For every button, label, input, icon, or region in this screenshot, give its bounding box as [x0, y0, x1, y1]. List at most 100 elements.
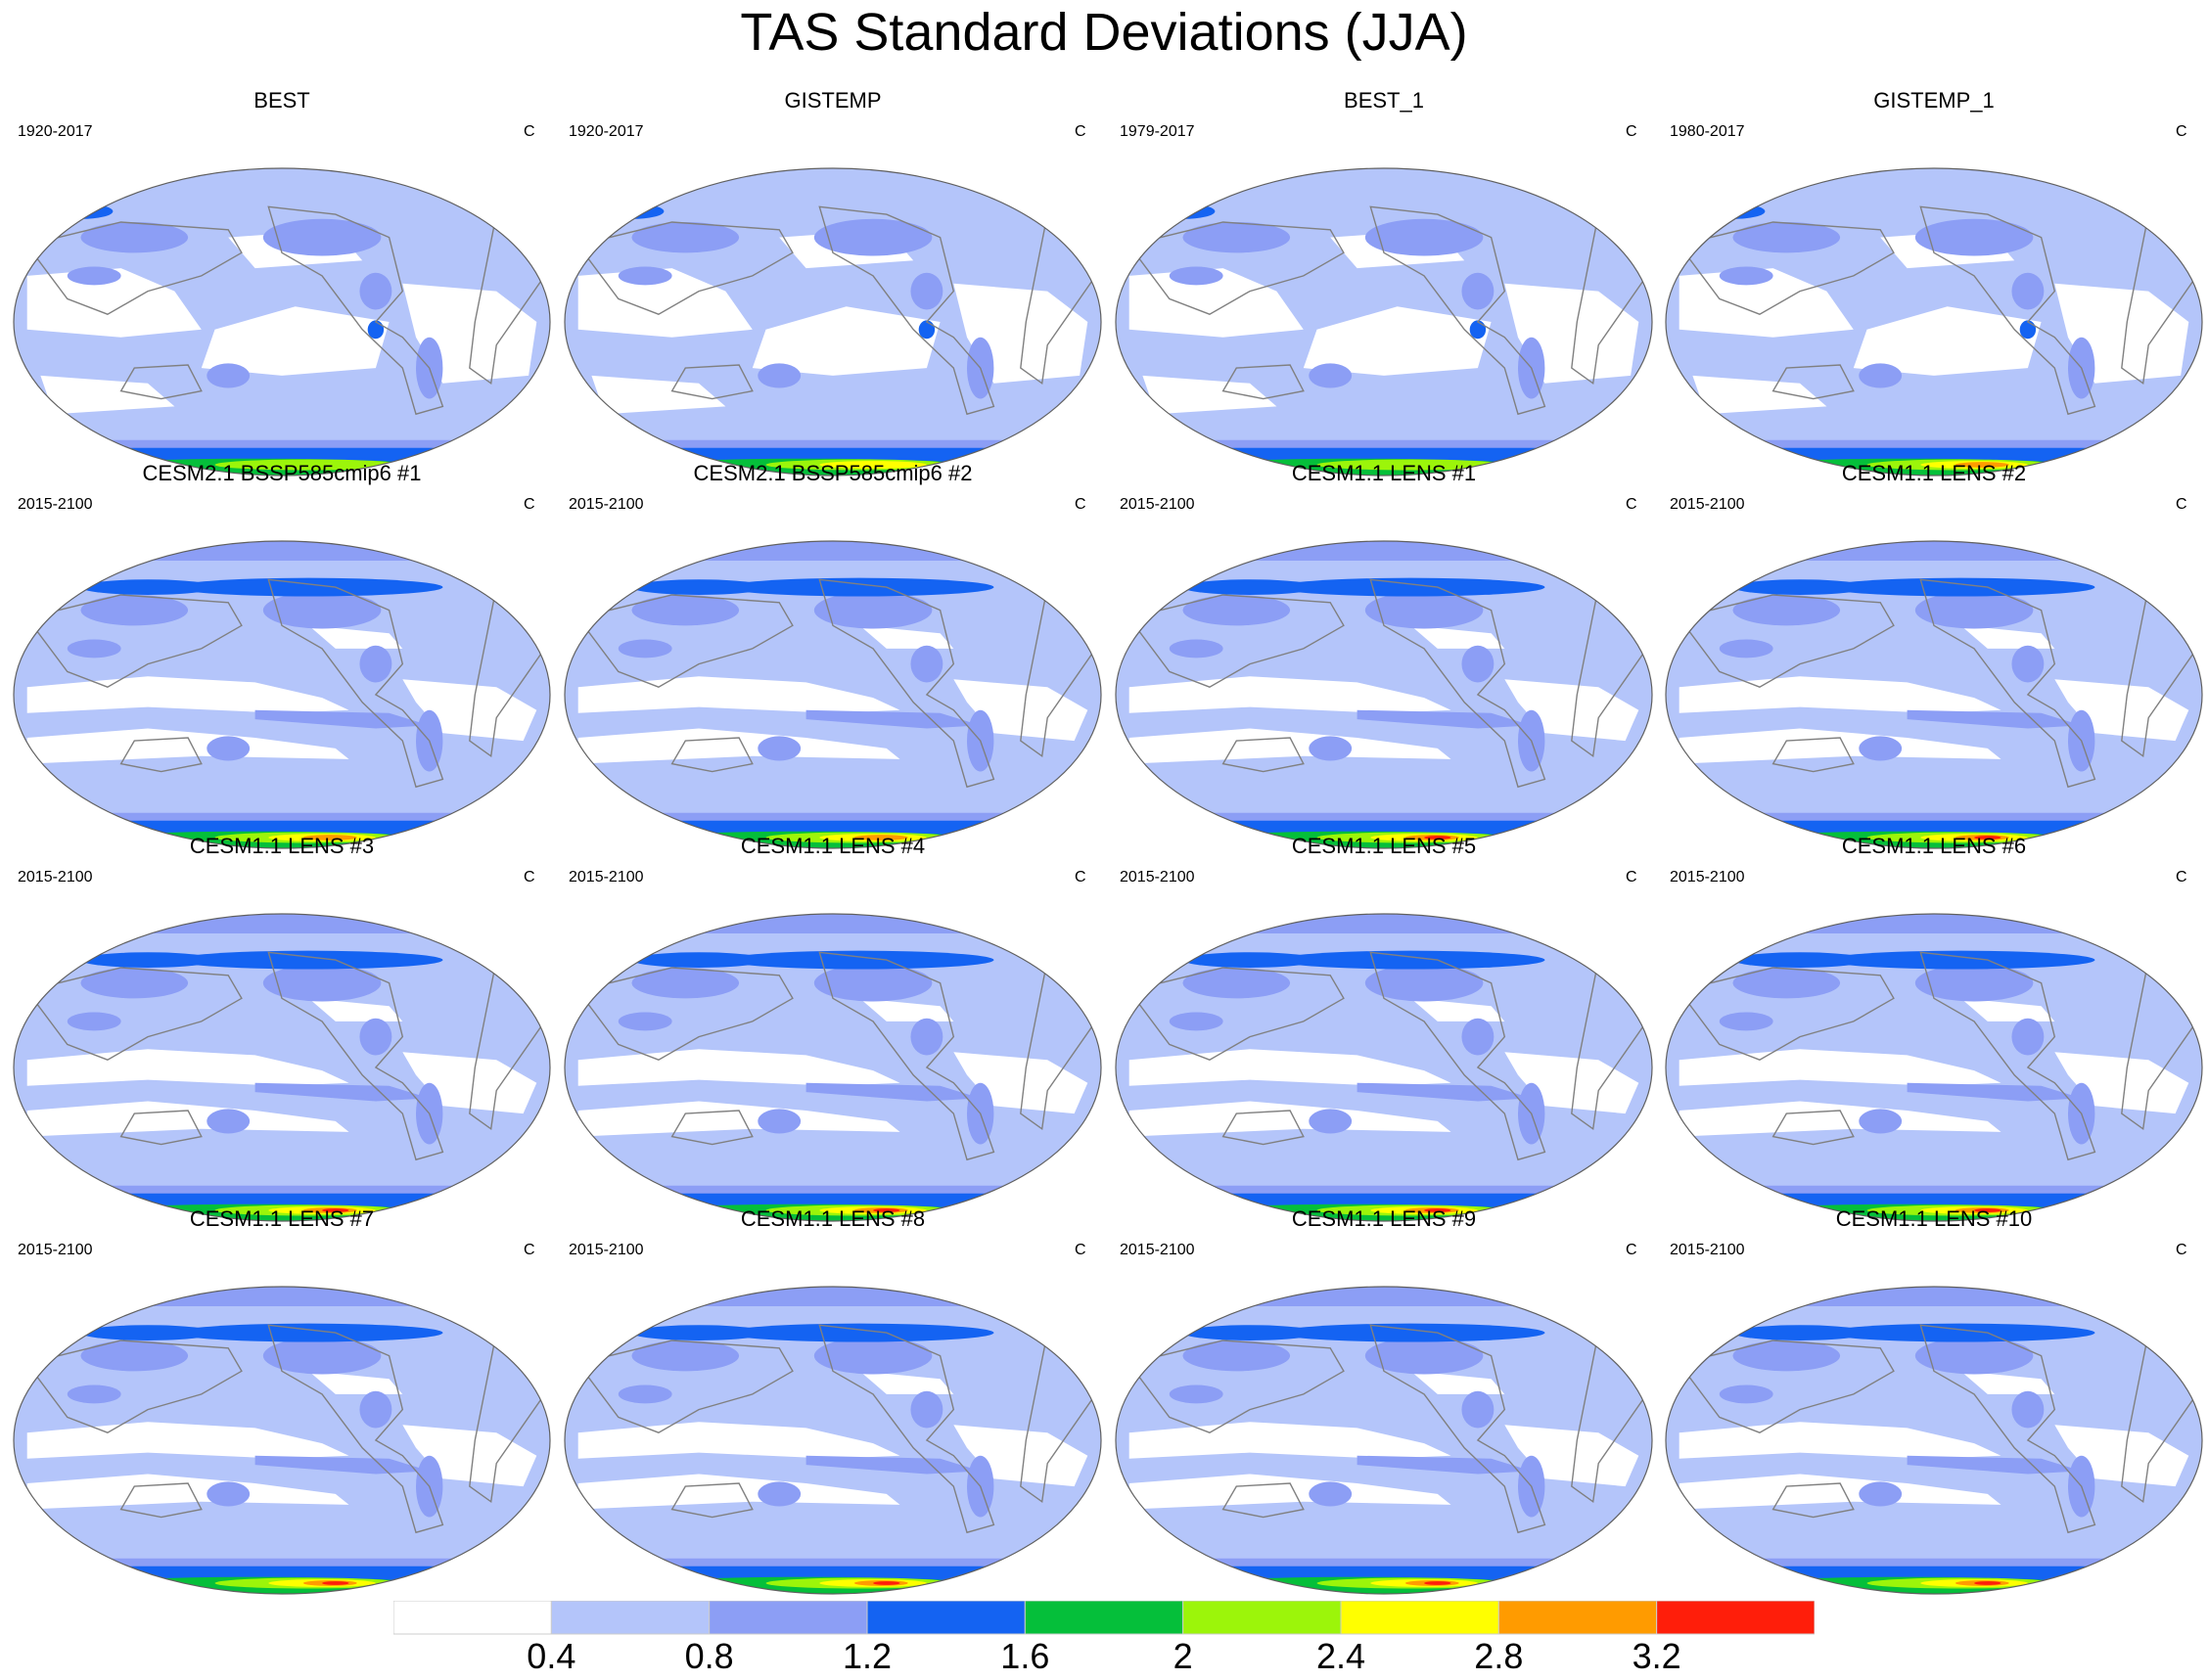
contour-fill-level-0 [591, 375, 726, 415]
contour-fill-level-2 [1461, 1018, 1495, 1056]
coastline [25, 221, 243, 315]
contour-fill-level-2 [262, 964, 382, 1002]
contour-fill-level-3 [80, 952, 215, 968]
contour-fill-level-2 [758, 1109, 802, 1134]
contour-fill-level-2 [359, 645, 392, 683]
contour-fill-level-8 [1974, 836, 2001, 840]
contour-fill-level-2 [758, 363, 802, 388]
contour-fill-level-2 [1309, 1109, 1353, 1134]
contour-fill-level-5 [1316, 459, 1505, 471]
contour-fill-level-0 [1853, 306, 2042, 376]
contour-fill-level-3 [631, 952, 766, 968]
contour-fill-level-2 [758, 1481, 802, 1507]
panel-units: C [1626, 496, 1637, 513]
panel-title: CESM1.1 LENS #6 [1841, 834, 2027, 858]
coastline [1369, 951, 1546, 1161]
map-border [564, 167, 1102, 477]
map-border [13, 913, 551, 1222]
contour-fill-level-2 [631, 1339, 740, 1372]
contour-fill-level-2 [67, 1385, 121, 1404]
map-panel: BEST_1 1979-2017 C [1110, 88, 1658, 477]
coastline [818, 1324, 995, 1534]
panel-units: C [1075, 123, 1086, 140]
contour-fill-level-0 [40, 375, 175, 415]
contour-fill-level-8 [1424, 1208, 1451, 1212]
contour-fill-level-0 [1960, 1371, 2055, 1394]
robinson-map [1115, 540, 1653, 849]
colorbar-swatch [1656, 1601, 1815, 1635]
panel-units: C [2176, 1242, 2187, 1258]
map-panel: CESM1.1 LENS #1 2015-2100 C [1110, 461, 1658, 849]
panel-period: 2015-2100 [18, 1242, 93, 1258]
contour-fill-level-3 [174, 577, 443, 597]
contour-fill-level-8 [1974, 1208, 2001, 1212]
map-panel: CESM1.1 LENS #6 2015-2100 C [1660, 834, 2208, 1222]
contour-fill-level-3 [80, 579, 215, 595]
contour-fill-level-6 [819, 461, 927, 469]
contour-fill-level-2 [1719, 1012, 1773, 1031]
map-panel: CESM1.1 LENS #7 2015-2100 C [8, 1206, 556, 1595]
contour-fill-level-2 [758, 736, 802, 761]
panel-title: BEST [253, 88, 310, 113]
map-border [564, 913, 1102, 1222]
panel-title: CESM1.1 LENS #10 [1835, 1206, 2033, 1231]
contour-fill-level-0 [1679, 1049, 2001, 1086]
colorbar-label: 2 [1173, 1636, 1193, 1676]
contour-fill-level-0 [26, 676, 349, 713]
contour-fill-level-3 [48, 204, 114, 219]
contour-fill-level-2 [1309, 363, 1353, 388]
contour-fill-level-2 [359, 1018, 392, 1056]
contour-fill-level-8 [1974, 1581, 2001, 1585]
panel-units: C [2176, 123, 2187, 140]
coastline [1678, 967, 1895, 1061]
contour-fill-level-2 [2011, 1018, 2045, 1056]
map-border [1665, 913, 2203, 1222]
contour-fill-level-2 [1169, 639, 1223, 658]
contour-fill-level-0 [1679, 1422, 2001, 1459]
contour-fill-level-0 [26, 1101, 349, 1137]
colorbar-label: 2.4 [1315, 1636, 1366, 1676]
colorbar-swatch [1182, 1601, 1342, 1635]
robinson-map [1665, 167, 2203, 477]
panel-title: CESM1.1 LENS #1 [1291, 461, 1477, 485]
contour-fill-level-2 [1182, 594, 1291, 626]
panel-period: 1980-2017 [1670, 123, 1745, 140]
contour-fill-level-4 [599, 1584, 665, 1594]
colorbar-swatch [550, 1601, 711, 1635]
coastline [576, 1339, 794, 1433]
contour-fill-level-8 [322, 1581, 349, 1585]
robinson-map [13, 1286, 551, 1595]
colorbar-swatch [393, 1601, 552, 1635]
map-panel: CESM1.1 LENS #3 2015-2100 C [8, 834, 556, 1222]
coastline [267, 578, 444, 789]
robinson-map [564, 913, 1102, 1222]
colorbar-label: 1.6 [1000, 1636, 1050, 1676]
contour-fill-level-8 [1424, 836, 1451, 840]
contour-fill-level-2 [910, 1018, 943, 1056]
contour-fill-level-2 [1859, 1481, 1903, 1507]
contour-fill-level-8 [873, 1208, 900, 1212]
panel-title: GISTEMP [784, 88, 882, 113]
coastline [267, 205, 444, 416]
coastline [1221, 364, 1305, 400]
coastline [670, 364, 754, 400]
contour-fill-level-2 [2011, 645, 2045, 683]
map-border [1665, 167, 2203, 477]
contour-fill-level-3 [599, 204, 665, 219]
contour-fill-level-2 [1364, 1337, 1484, 1375]
panel-title: BEST_1 [1344, 88, 1424, 113]
panel-units: C [1075, 869, 1086, 885]
robinson-map [1665, 540, 2203, 849]
contour-fill-level-0 [26, 1422, 349, 1459]
coastline [1919, 951, 2096, 1161]
contour-fill-level-0 [1303, 306, 1492, 376]
contour-fill-level-3 [1276, 1323, 1545, 1342]
contour-fill-level-2 [207, 1481, 251, 1507]
contour-fill-level-0 [1128, 1422, 1451, 1459]
contour-fill-level-2 [618, 266, 672, 286]
panel-period: 2015-2100 [569, 496, 644, 513]
colorbar-swatch [866, 1601, 1026, 1635]
coastline [670, 737, 754, 773]
map-border [13, 540, 551, 849]
contour-fill-level-2 [1364, 964, 1484, 1002]
